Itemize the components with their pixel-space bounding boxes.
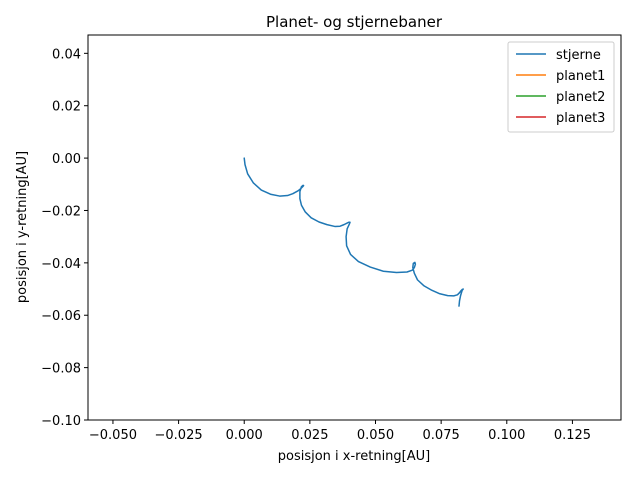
y-tick-label: −0.10 xyxy=(41,414,81,429)
x-tick-label: 0.000 xyxy=(226,428,263,443)
y-axis-label: posisjon i y-retning[AU] xyxy=(15,151,30,303)
y-tick-label: 0.04 xyxy=(52,47,81,62)
x-axis-ticks: −0.050 −0.025 0.000 0.025 0.050 0.075 0.100 0.1… xyxy=(89,420,591,443)
x-tick-label: −0.025 xyxy=(155,428,203,443)
x-tick-label: 0.100 xyxy=(488,428,525,443)
legend-label-planet1: planet1 xyxy=(556,69,605,84)
legend-label-stjerne: stjerne xyxy=(556,48,601,63)
chart-title: Planet- og stjernebaner xyxy=(266,13,443,31)
y-axis-ticks: −0.10 −0.08 −0.06 −0.04 −0.02 0.00 0.02 0.04 xyxy=(41,47,88,429)
legend: stjerne planet1 planet2 planet3 xyxy=(507,41,615,133)
x-tick-label: 0.125 xyxy=(554,428,591,443)
x-tick-label: −0.050 xyxy=(89,428,137,443)
y-tick-label: 0.02 xyxy=(52,100,81,115)
y-tick-label: −0.02 xyxy=(41,204,81,219)
y-tick-label: 0.00 xyxy=(52,152,81,167)
axes-frame xyxy=(87,34,622,421)
x-tick-label: 0.025 xyxy=(291,428,328,443)
y-tick-label: −0.04 xyxy=(41,257,81,272)
x-tick-label: 0.075 xyxy=(423,428,460,443)
x-axis-label: posisjon i x-retning[AU] xyxy=(278,449,430,464)
legend-label-planet3: planet3 xyxy=(556,111,605,126)
y-tick-label: −0.08 xyxy=(41,362,81,377)
legend-box xyxy=(507,41,615,133)
plot-area xyxy=(243,157,464,307)
x-tick-label: 0.050 xyxy=(357,428,394,443)
y-tick-label: −0.06 xyxy=(41,309,81,324)
legend-label-planet2: planet2 xyxy=(556,90,605,105)
series-line-stjerne xyxy=(243,157,464,307)
